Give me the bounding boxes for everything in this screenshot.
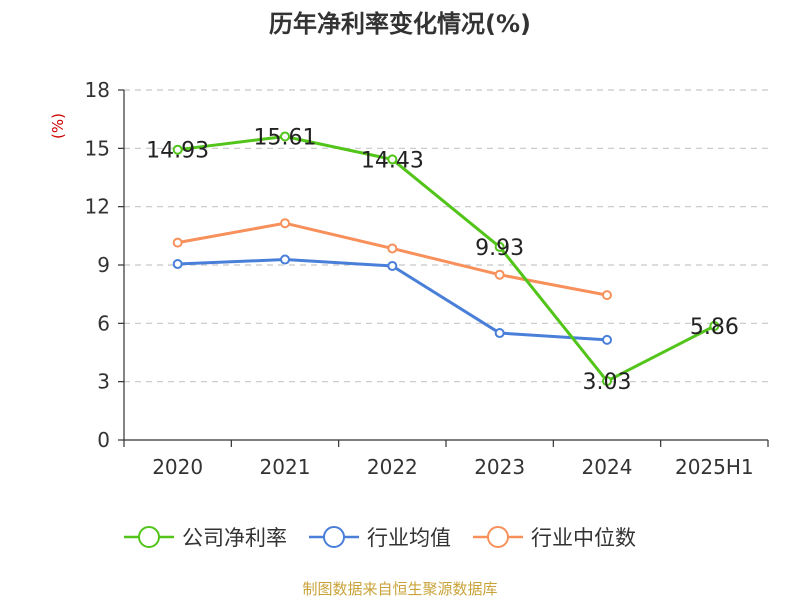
y-tick-label: 9 [97, 253, 110, 277]
y-tick-label: 3 [97, 370, 110, 394]
x-tick-label: 2022 [367, 455, 418, 479]
y-axis-unit: (%) [49, 113, 67, 139]
legend-label[interactable]: 行业中位数 [531, 526, 636, 550]
data-label: 3.03 [583, 370, 632, 395]
data-point[interactable] [280, 131, 290, 142]
data-point[interactable] [602, 334, 612, 345]
data-point[interactable] [172, 237, 183, 248]
chart-title: 历年净利率变化情况(%) [269, 10, 531, 38]
legend-label[interactable]: 公司净利率 [182, 526, 287, 550]
x-tick-label: 2023 [474, 455, 525, 479]
legend-marker[interactable] [323, 526, 345, 548]
x-tick-label: 2020 [152, 455, 203, 479]
data-point[interactable] [387, 154, 398, 165]
y-tick-label: 15 [85, 136, 110, 160]
data-label: 9.93 [475, 236, 524, 261]
data-label: 14.43 [361, 148, 424, 173]
y-tick-label: 0 [97, 428, 110, 452]
series [172, 131, 720, 387]
data-point[interactable] [280, 254, 290, 265]
gridlines [124, 89, 768, 383]
x-tick-label: 2025H1 [675, 455, 754, 479]
data-point[interactable] [494, 241, 505, 252]
data-point[interactable] [387, 243, 398, 254]
series-line [177, 221, 608, 297]
y-tick-label: 12 [85, 195, 110, 219]
data-point[interactable] [387, 260, 398, 271]
source-note: 制图数据来自恒生聚源数据库 [302, 580, 497, 598]
data-point[interactable] [602, 376, 612, 387]
x-tick-label: 2024 [582, 455, 633, 479]
data-label: 15.61 [254, 125, 317, 150]
data-point[interactable] [494, 328, 505, 339]
data-point[interactable] [172, 144, 183, 155]
data-labels: 14.93 15.61 14.43 9.93 3.03 5.86 [146, 125, 739, 395]
y-tick-label: 18 [85, 78, 110, 102]
data-point[interactable] [602, 290, 612, 301]
data-point[interactable] [709, 321, 720, 332]
legend[interactable]: 公司净利率 行业均值 行业中位数 [124, 526, 636, 550]
series-line [177, 134, 716, 383]
data-label: 5.86 [690, 315, 739, 340]
data-point[interactable] [280, 218, 290, 229]
x-tick-label: 2021 [260, 455, 311, 479]
axes: 0 3 6 9 12 15 18 2020 2021 2022 2023 2024 2025H1 [85, 78, 769, 479]
y-tick-label: 6 [97, 311, 110, 335]
legend-marker[interactable] [138, 526, 160, 548]
data-label: 14.93 [146, 139, 209, 164]
data-point[interactable] [172, 259, 183, 270]
data-point[interactable] [494, 269, 505, 280]
legend-marker[interactable] [487, 526, 509, 548]
legend-label[interactable]: 行业均值 [367, 526, 451, 550]
